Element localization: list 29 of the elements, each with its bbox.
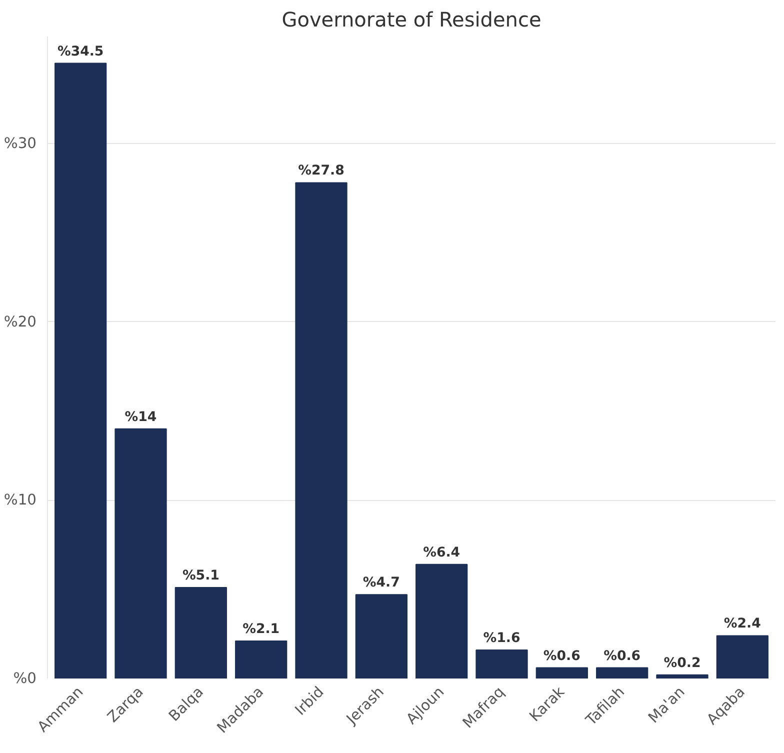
bar xyxy=(536,667,588,678)
bar xyxy=(596,667,648,678)
bar xyxy=(114,428,167,678)
bar xyxy=(235,640,288,678)
data-label: %6.4 xyxy=(423,545,460,560)
data-label: %2.4 xyxy=(724,616,761,632)
data-label: %34.5 xyxy=(57,44,104,60)
bar xyxy=(295,182,348,678)
bar xyxy=(355,594,408,678)
y-tick-label: %30 xyxy=(4,135,36,152)
data-label: %5.1 xyxy=(182,568,220,584)
bar xyxy=(54,62,107,678)
data-label: %0.2 xyxy=(664,656,701,671)
data-label: %0.6 xyxy=(543,648,580,664)
y-tick-label: %0 xyxy=(13,670,37,687)
data-label: %4.7 xyxy=(362,576,400,591)
bar xyxy=(416,564,468,678)
data-label: %0.6 xyxy=(604,648,641,664)
data-label: %14 xyxy=(124,410,157,425)
bar xyxy=(174,587,227,678)
data-label: %2.1 xyxy=(242,622,280,638)
data-label: %27.8 xyxy=(298,164,344,179)
bar xyxy=(656,674,708,678)
data-label: %1.6 xyxy=(483,630,520,646)
bar xyxy=(716,635,768,678)
y-tick-label: %20 xyxy=(4,313,36,330)
bar xyxy=(476,649,528,678)
chart-title: Governorate of Residence xyxy=(282,8,542,32)
y-tick-label: %10 xyxy=(4,492,36,509)
